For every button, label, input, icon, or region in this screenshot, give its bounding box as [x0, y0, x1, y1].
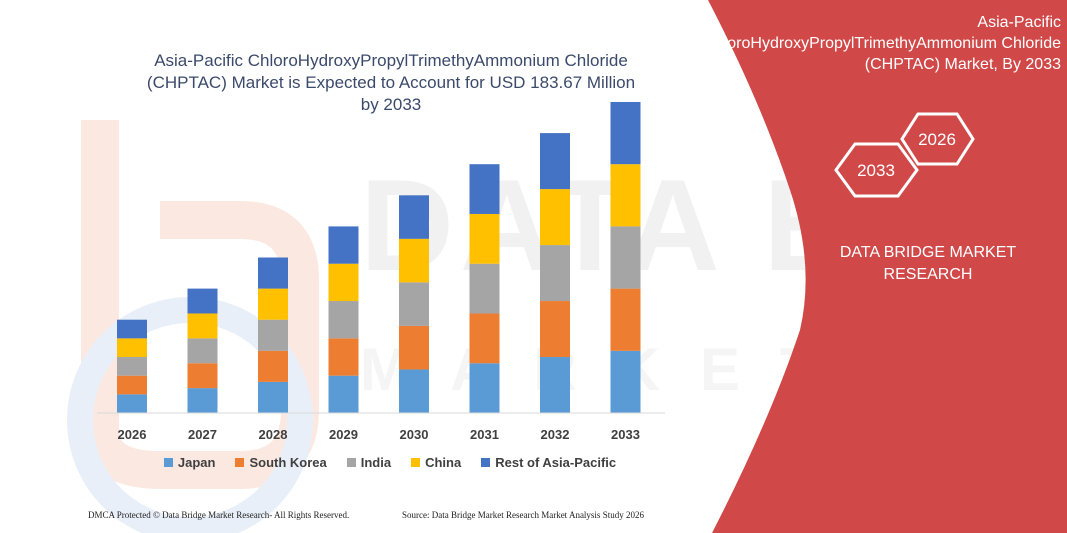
legend-swatch-japan [163, 458, 173, 467]
bar-2028-china [258, 288, 288, 320]
legend-swatch-china [411, 458, 421, 467]
hexagon-2033: 2033 [834, 142, 919, 198]
bar-2030-rest-of-asia-pacific [399, 195, 429, 239]
bar-2027-japan [187, 388, 218, 413]
legend-item-japan: Japan [163, 455, 216, 470]
bar-2028-rest-of-asia-pacific [258, 257, 288, 289]
bar-2026-south-korea [117, 375, 147, 395]
panel-title: Asia-Pacific ChloroHydroxyPropylTrimethy… [703, 14, 1061, 73]
chart-title: Asia-Pacific ChloroHydroxyPropylTrimethy… [146, 51, 636, 114]
x-tick-label-2026: 2026 [118, 427, 147, 442]
bar-2032-rest-of-asia-pacific [540, 133, 570, 190]
bar-2027-china [187, 313, 218, 339]
legend-label-japan: Japan [177, 455, 216, 470]
x-tick-label-2027: 2027 [188, 427, 217, 442]
bar-2029-south-korea [328, 338, 359, 376]
legend-item-rest-of-asia-pacific: Rest of Asia-Pacific [481, 455, 616, 470]
hexagon-2026: 2026 [900, 112, 975, 166]
bar-2029-rest-of-asia-pacific [328, 226, 359, 264]
x-tick-label-2032: 2032 [541, 427, 570, 442]
bar-2027-india [187, 338, 218, 364]
x-tick-label-2028: 2028 [259, 427, 288, 442]
x-tick-label-2031: 2031 [470, 427, 499, 442]
brand-name: DATA BRIDGE MARKET RESEARCH [839, 244, 1017, 283]
bar-2031-china [469, 213, 500, 264]
legend-label-south-korea: South Korea [249, 455, 327, 470]
bar-2033-japan [610, 350, 641, 413]
x-tick-label-2029: 2029 [329, 427, 358, 442]
bar-2028-japan [258, 381, 288, 413]
chart-legend: Japan South Korea India China Rest of Asia-P… [110, 455, 670, 470]
bar-2029-china [328, 263, 359, 302]
bar-2029-india [328, 301, 359, 339]
bar-2030-china [399, 238, 429, 283]
bar-2032-china [540, 189, 570, 246]
bar-2030-south-korea [399, 325, 429, 370]
x-tick-label-2030: 2030 [400, 427, 429, 442]
bar-2027-rest-of-asia-pacific [187, 288, 218, 314]
bar-2026-india [117, 357, 147, 376]
bar-2033-india [610, 226, 641, 289]
bar-2033-south-korea [610, 288, 641, 351]
bar-2032-india [540, 245, 570, 302]
legend-item-south-korea: South Korea [235, 455, 327, 470]
bar-2029-japan [328, 375, 359, 413]
bar-2031-rest-of-asia-pacific [469, 164, 500, 214]
bar-2033-rest-of-asia-pacific [610, 102, 641, 165]
legend-label-china: China [425, 455, 462, 470]
bar-2027-south-korea [187, 363, 218, 389]
bar-2031-india [469, 263, 500, 314]
legend-label-india: India [360, 455, 392, 470]
bar-2033-china [610, 164, 641, 227]
bar-2030-japan [399, 369, 429, 413]
bar-2026-japan [117, 394, 147, 413]
source-note: Source: Data Bridge Market Research Mark… [402, 510, 644, 520]
bar-2031-japan [469, 363, 500, 413]
legend-swatch-south-korea [235, 458, 245, 467]
bar-2032-japan [540, 357, 570, 413]
legend-label-rest-of-asia-pacific: Rest of Asia-Pacific [495, 455, 617, 470]
legend-item-india: India [346, 455, 392, 470]
bar-2030-india [399, 282, 429, 326]
bar-2026-china [117, 338, 147, 358]
bar-2028-south-korea [258, 350, 288, 382]
bar-2032-south-korea [540, 301, 570, 358]
x-tick-label-2033: 2033 [611, 427, 640, 442]
legend-swatch-rest-of-asia-pacific [481, 458, 491, 467]
copyright-notice: DMCA Protected © Data Bridge Market Rese… [88, 510, 350, 520]
legend-item-china: China [411, 455, 461, 470]
legend-swatch-india [346, 458, 356, 467]
stacked-bar-chart: 2026 2027 2028 2029 2030 2031 2032 2033 [97, 102, 665, 442]
bar-2031-south-korea [469, 313, 500, 364]
hex-year-2033: 2033 [857, 161, 895, 180]
bar-2026-rest-of-asia-pacific [117, 319, 147, 339]
hex-year-2026: 2026 [918, 130, 956, 149]
bar-2028-india [258, 319, 288, 351]
